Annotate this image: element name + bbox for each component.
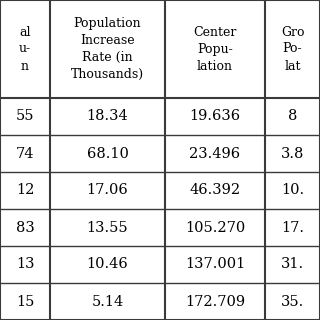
Text: 8: 8 (288, 109, 297, 124)
Text: 55: 55 (16, 109, 34, 124)
Text: 23.496: 23.496 (189, 147, 241, 161)
Text: 17.: 17. (281, 220, 304, 235)
Text: Population
Increase
Rate (in
Thousands): Population Increase Rate (in Thousands) (71, 17, 144, 81)
Text: 17.06: 17.06 (87, 183, 128, 197)
Text: 18.34: 18.34 (87, 109, 128, 124)
Text: 10.: 10. (281, 183, 304, 197)
Text: 31.: 31. (281, 258, 304, 271)
Text: 172.709: 172.709 (185, 294, 245, 308)
Text: 10.46: 10.46 (87, 258, 128, 271)
Text: 137.001: 137.001 (185, 258, 245, 271)
Text: 15: 15 (16, 294, 34, 308)
Text: Center
Popu-
lation: Center Popu- lation (193, 26, 237, 73)
Text: Gro
Po-
lat: Gro Po- lat (281, 26, 304, 73)
Text: 13.55: 13.55 (87, 220, 128, 235)
Text: 68.10: 68.10 (87, 147, 128, 161)
Text: al
u-
n: al u- n (19, 26, 31, 73)
Text: 5.14: 5.14 (92, 294, 124, 308)
Text: 19.636: 19.636 (189, 109, 241, 124)
Text: 105.270: 105.270 (185, 220, 245, 235)
Text: 12: 12 (16, 183, 34, 197)
Text: 35.: 35. (281, 294, 304, 308)
Text: 83: 83 (16, 220, 34, 235)
Text: 74: 74 (16, 147, 34, 161)
Text: 13: 13 (16, 258, 34, 271)
Text: 46.392: 46.392 (189, 183, 241, 197)
Text: 3.8: 3.8 (281, 147, 304, 161)
